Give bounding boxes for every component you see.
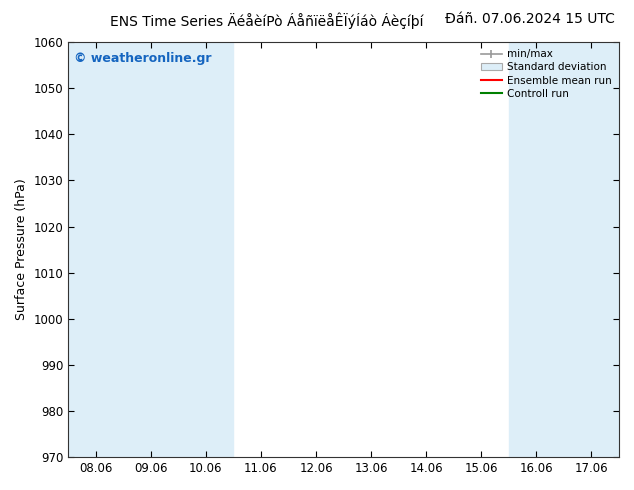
Text: ENS Time Series ÄéåèíPò ÁåñïëåÊÏýÍáò Áèçíþí: ENS Time Series ÄéåèíPò ÁåñïëåÊÏýÍáò Áèç… bbox=[110, 12, 423, 29]
Text: Đáñ. 07.06.2024 15 UTC: Đáñ. 07.06.2024 15 UTC bbox=[445, 12, 615, 26]
Bar bbox=[509, 42, 619, 457]
Bar bbox=[68, 42, 233, 457]
Y-axis label: Surface Pressure (hPa): Surface Pressure (hPa) bbox=[15, 179, 28, 320]
Legend: min/max, Standard deviation, Ensemble mean run, Controll run: min/max, Standard deviation, Ensemble me… bbox=[477, 45, 616, 103]
Text: © weatheronline.gr: © weatheronline.gr bbox=[74, 52, 211, 66]
